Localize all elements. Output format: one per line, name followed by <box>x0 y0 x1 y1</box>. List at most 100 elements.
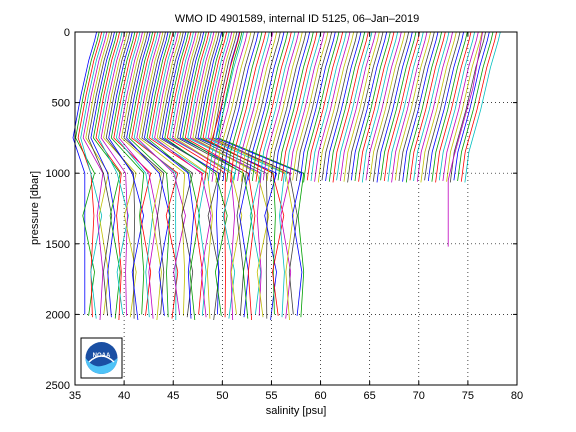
profile-line <box>435 31 472 183</box>
profile-line <box>77 31 103 318</box>
profile-lines <box>72 31 501 321</box>
noaa-logo-text: NOAA <box>93 353 111 359</box>
profile-line <box>453 31 490 181</box>
profile-line <box>405 31 442 183</box>
profile-line <box>131 31 179 319</box>
profile-line <box>207 31 245 182</box>
profile-line <box>310 31 347 182</box>
profile-line <box>229 31 267 183</box>
profile-line <box>262 31 300 181</box>
profile-line <box>207 31 292 319</box>
profile-line <box>149 31 203 315</box>
profile-line <box>143 31 195 319</box>
profile-line <box>248 31 285 181</box>
profile-line <box>133 31 177 321</box>
profile-line <box>427 31 464 182</box>
profile-line <box>281 31 318 182</box>
profile-line <box>438 31 475 181</box>
profile-line <box>446 31 483 182</box>
x-tick-label: 45 <box>167 390 179 402</box>
profile-line <box>292 31 329 181</box>
profile-line <box>187 31 262 315</box>
profile-line <box>164 31 228 316</box>
profile-line <box>339 31 377 182</box>
y-tick-label: 0 <box>64 27 70 39</box>
profile-line <box>195 31 268 319</box>
profile-line <box>166 31 226 318</box>
profile-line <box>128 31 171 318</box>
profile-line <box>277 31 314 181</box>
profile-line <box>336 31 373 181</box>
y-tick-label: 500 <box>52 98 70 110</box>
profile-line <box>205 31 285 318</box>
profile-line <box>85 31 110 315</box>
profile-line <box>217 31 305 318</box>
profile-line <box>288 31 325 183</box>
profile-line <box>387 31 424 182</box>
profile-line <box>82 31 108 321</box>
y-axis-label: pressure [dbar] <box>29 171 41 245</box>
y-tick-label: 1000 <box>46 168 70 180</box>
x-tick-label: 65 <box>364 390 376 402</box>
profile-line <box>90 31 116 318</box>
profile-line <box>394 31 431 181</box>
profile-line <box>169 31 236 319</box>
x-tick-label: 50 <box>216 390 228 402</box>
x-axis-label: salinity [psu] <box>266 405 327 417</box>
profile-line <box>416 31 453 182</box>
profile-line <box>98 31 129 315</box>
profile-line <box>182 31 253 319</box>
profile-line <box>159 31 220 321</box>
profile-line <box>105 31 136 319</box>
profile-line <box>413 31 450 182</box>
chart-title: WMO ID 4901589, internal ID 5125, 06–Jan… <box>175 13 420 25</box>
profile-line <box>204 31 241 181</box>
profile-line <box>251 31 289 182</box>
plot-frame <box>74 31 518 386</box>
profile-line <box>233 31 270 181</box>
profile-line <box>332 31 369 183</box>
profile-line <box>151 31 207 316</box>
profile-line <box>100 31 128 316</box>
profile-line <box>306 31 344 181</box>
profile-line <box>146 31 201 321</box>
profile-line <box>156 31 213 319</box>
profile-line <box>72 31 97 315</box>
profile-line <box>211 31 248 182</box>
profile-line <box>383 31 420 182</box>
profile-line <box>328 31 366 182</box>
profile-line <box>273 31 311 183</box>
profile-line <box>161 31 220 315</box>
profile-line <box>222 31 259 182</box>
profile-line <box>113 31 152 316</box>
profile-line <box>295 31 333 182</box>
profile-line <box>420 31 457 183</box>
profile-line <box>179 31 249 318</box>
profile-line <box>343 31 380 182</box>
profile-line <box>409 31 446 181</box>
profile-line <box>424 31 461 181</box>
profile-line <box>172 31 236 321</box>
x-tick-label: 70 <box>413 390 425 402</box>
profile-line <box>402 31 439 182</box>
profile-line <box>317 31 355 183</box>
profile-line <box>240 31 278 182</box>
profile-line <box>123 31 165 315</box>
profile-line <box>464 31 501 183</box>
profile-line <box>110 31 145 315</box>
profile-line <box>200 31 276 315</box>
profile-line <box>398 31 435 182</box>
profile-line <box>321 31 358 181</box>
profile-line <box>126 31 171 316</box>
profile-line <box>460 31 497 182</box>
profile-line <box>347 31 384 183</box>
profile-line <box>121 31 162 321</box>
profile-line <box>154 31 212 318</box>
profile-line <box>118 31 158 319</box>
profile-line <box>95 31 122 321</box>
profile-line <box>358 31 395 182</box>
profile-line <box>192 31 270 318</box>
profile-line <box>380 31 417 181</box>
profile-line <box>270 31 307 182</box>
